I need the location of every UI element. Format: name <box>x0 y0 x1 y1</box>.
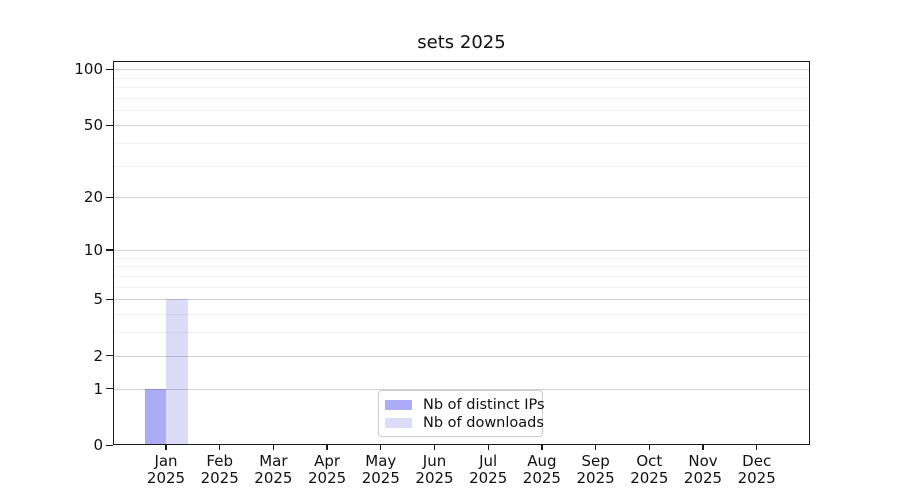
x-tickmark-oct <box>648 445 650 450</box>
x-tick-label-jul: Jul 2025 <box>469 452 508 487</box>
x-tick-label-mar: Mar 2025 <box>254 452 293 487</box>
minor-gridline-6 <box>113 286 810 288</box>
major-gridline-20 <box>113 197 810 199</box>
y-tick-label-10: 10 <box>83 240 103 259</box>
minor-gridline-4 <box>113 314 810 316</box>
y-tickmark-0 <box>106 444 113 446</box>
minor-gridline-80 <box>113 87 810 89</box>
major-gridline-100 <box>113 69 810 71</box>
minor-gridline-60 <box>113 110 810 112</box>
legend-label-downloads: Nb of downloads <box>423 415 544 431</box>
y-tickmark-5 <box>106 298 113 300</box>
major-gridline-2 <box>113 355 810 357</box>
x-tickmark-sep <box>594 445 597 450</box>
y-tickmark-1 <box>106 388 113 390</box>
y-tick-label-100: 100 <box>74 60 103 79</box>
x-tickmark-jun <box>433 445 436 450</box>
bar-nb-of-downloads-jan <box>166 299 188 445</box>
major-gridline-50 <box>113 125 810 127</box>
x-tick-label-may: May 2025 <box>361 452 400 487</box>
minor-gridline-8 <box>113 266 810 268</box>
x-tickmark-jan <box>165 445 167 450</box>
y-tick-label-5: 5 <box>93 290 103 309</box>
x-tickmark-jul <box>487 445 489 450</box>
x-tickmark-nov <box>702 445 704 450</box>
chart-title: sets 2025 <box>417 32 506 53</box>
minor-gridline-7 <box>113 275 810 277</box>
legend: Nb of distinct IPs Nb of downloads <box>378 390 545 437</box>
x-tick-label-jan: Jan 2025 <box>146 452 186 487</box>
x-tick-label-oct: Oct 2025 <box>630 452 669 487</box>
legend-swatch-distinct-ips <box>385 399 412 411</box>
legend-entry-distinct-ips: Nb of distinct IPs <box>385 396 545 414</box>
legend-swatch-downloads <box>385 417 412 429</box>
y-tickmark-10 <box>106 249 113 251</box>
x-tickmark-mar <box>272 445 275 450</box>
major-gridline-5 <box>113 299 810 301</box>
y-tickmark-20 <box>106 196 113 199</box>
bar-nb-of-distinct-ips-jan <box>144 388 166 445</box>
y-tick-label-50: 50 <box>83 116 103 135</box>
y-tickmark-50 <box>106 124 113 126</box>
x-tick-label-feb: Feb 2025 <box>200 452 239 487</box>
x-tick-label-jun: Jun 2025 <box>415 452 454 487</box>
minor-gridline-70 <box>113 98 810 100</box>
y-tickmark-100 <box>106 68 113 71</box>
minor-gridline-30 <box>113 165 810 167</box>
x-tick-label-sep: Sep 2025 <box>576 452 615 487</box>
x-tick-label-aug: Aug 2025 <box>522 452 561 487</box>
x-tick-label-apr: Apr 2025 <box>308 452 347 487</box>
y-tickmark-2 <box>106 355 113 357</box>
y-tick-label-1: 1 <box>93 379 103 398</box>
x-tickmark-apr <box>326 445 328 450</box>
legend-entry-downloads: Nb of downloads <box>385 414 544 432</box>
y-tick-label-20: 20 <box>83 188 103 207</box>
y-tick-label-2: 2 <box>93 346 103 365</box>
x-tickmark-aug <box>541 445 543 450</box>
x-tickmark-dec <box>756 445 758 450</box>
major-gridline-10 <box>113 249 810 251</box>
x-tickmark-may <box>380 445 382 450</box>
minor-gridline-40 <box>113 142 810 144</box>
x-tick-label-dec: Dec 2025 <box>737 452 776 487</box>
x-tickmark-feb <box>219 445 221 450</box>
major-gridline-1 <box>113 388 810 390</box>
y-tick-label-0: 0 <box>93 436 103 454</box>
minor-gridline-90 <box>113 77 810 79</box>
x-tick-label-nov: Nov 2025 <box>683 452 723 487</box>
minor-gridline-9 <box>113 257 810 259</box>
minor-gridline-3 <box>113 332 810 334</box>
legend-label-distinct-ips: Nb of distinct IPs <box>423 397 545 413</box>
